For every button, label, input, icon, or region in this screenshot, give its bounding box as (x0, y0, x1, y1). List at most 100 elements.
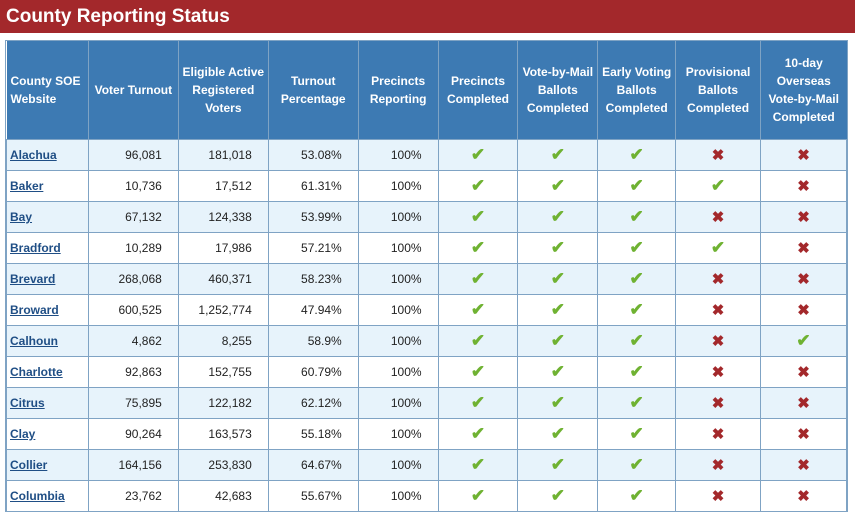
turnout-percentage-cell: 53.99% (267, 201, 359, 233)
checkmark-icon: ✔ (470, 393, 486, 412)
x-mark-icon: ✖ (711, 271, 725, 288)
precincts-completed-cell: ✔ (437, 387, 519, 419)
county-cell: Collier (6, 449, 89, 481)
checkmark-icon: ✔ (550, 269, 565, 288)
county-link[interactable]: Citrus (10, 396, 45, 410)
precincts-completed-cell: ✔ (437, 356, 519, 388)
county-status-table-container: County SOE Website Voter Turnout Eligibl… (5, 40, 848, 512)
eligible-voters-cell: 124,338 (177, 201, 269, 233)
precincts-reporting-cell: 100% (357, 294, 439, 326)
x-mark-icon: ✖ (711, 395, 725, 412)
table-row: Baker 10,736 17,512 61.31% 100% ✔ ✔ ✔ ✔ ✖ (6, 170, 847, 202)
precincts-completed-cell: ✔ (437, 201, 519, 233)
provisional-completed-cell: ✖ (675, 356, 761, 388)
vbm-completed-cell: ✔ (517, 263, 599, 295)
table-row: Calhoun 4,862 8,255 58.9% 100% ✔ ✔ ✔ ✖ ✔ (6, 325, 847, 357)
overseas-vbm-completed-cell: ✖ (760, 356, 847, 388)
checkmark-icon: ✔ (629, 393, 644, 412)
eligible-voters-cell: 460,371 (177, 263, 269, 295)
precincts-completed-cell: ✔ (437, 170, 519, 202)
early-voting-completed-cell: ✔ (597, 387, 677, 419)
turnout-percentage-cell: 53.08% (267, 139, 359, 171)
voter-turnout-cell: 92,863 (87, 356, 179, 388)
x-mark-icon: ✖ (797, 147, 810, 164)
county-status-table: County SOE Website Voter Turnout Eligibl… (6, 41, 847, 512)
table-row: Broward 600,525 1,252,774 47.94% 100% ✔ ✔ ✔ ✖ ✖ (6, 294, 847, 326)
county-cell: Columbia (6, 480, 89, 512)
x-mark-icon: ✖ (711, 426, 725, 443)
early-voting-completed-cell: ✔ (597, 449, 677, 481)
x-mark-icon: ✖ (797, 302, 810, 319)
overseas-vbm-completed-cell: ✖ (760, 387, 847, 419)
checkmark-icon: ✔ (550, 424, 565, 443)
county-link[interactable]: Broward (10, 303, 59, 317)
county-link[interactable]: Bay (10, 210, 33, 224)
x-mark-icon: ✖ (711, 488, 725, 505)
vbm-completed-cell: ✔ (517, 356, 599, 388)
county-link[interactable]: Alachua (10, 148, 57, 162)
table-header-row: County SOE Website Voter Turnout Eligibl… (6, 41, 847, 140)
county-cell: Charlotte (6, 356, 89, 388)
x-mark-icon: ✖ (797, 271, 810, 288)
county-link[interactable]: Collier (10, 458, 48, 472)
x-mark-icon: ✖ (711, 457, 725, 474)
county-link[interactable]: Bradford (10, 241, 61, 255)
county-cell: Calhoun (6, 325, 89, 357)
county-link[interactable]: Clay (10, 427, 36, 441)
provisional-completed-cell: ✔ (675, 232, 761, 264)
checkmark-icon: ✔ (470, 238, 486, 257)
checkmark-icon: ✔ (470, 424, 486, 443)
vbm-completed-cell: ✔ (517, 170, 599, 202)
eligible-voters-cell: 181,018 (177, 139, 269, 171)
table-row: Alachua 96,081 181,018 53.08% 100% ✔ ✔ ✔ ✖ ✖ (6, 139, 847, 171)
overseas-vbm-completed-cell: ✖ (760, 139, 847, 171)
checkmark-icon: ✔ (710, 176, 726, 195)
overseas-vbm-completed-cell: ✖ (760, 232, 847, 264)
county-cell: Baker (6, 170, 89, 202)
header-county: County SOE Website (6, 41, 89, 140)
precincts-reporting-cell: 100% (357, 325, 439, 357)
voter-turnout-cell: 96,081 (87, 139, 179, 171)
checkmark-icon: ✔ (550, 145, 565, 164)
overseas-vbm-completed-cell: ✔ (760, 325, 847, 357)
turnout-percentage-cell: 60.79% (267, 356, 359, 388)
provisional-completed-cell: ✖ (675, 449, 761, 481)
early-voting-completed-cell: ✔ (597, 263, 677, 295)
checkmark-icon: ✔ (470, 486, 486, 505)
precincts-reporting-cell: 100% (357, 356, 439, 388)
x-mark-icon: ✖ (711, 302, 725, 319)
header-turnout-percentage: Turnout Percentage (267, 41, 359, 140)
header-early-voting-completed: Early Voting Ballots Completed (597, 41, 676, 140)
checkmark-icon: ✔ (629, 269, 644, 288)
precincts-reporting-cell: 100% (357, 170, 439, 202)
overseas-vbm-completed-cell: ✖ (760, 263, 847, 295)
checkmark-icon: ✔ (629, 238, 644, 257)
precincts-completed-cell: ✔ (437, 449, 519, 481)
x-mark-icon: ✖ (711, 364, 725, 381)
checkmark-icon: ✔ (629, 207, 644, 226)
provisional-completed-cell: ✖ (675, 387, 761, 419)
county-link[interactable]: Charlotte (10, 365, 63, 379)
vbm-completed-cell: ✔ (517, 418, 599, 450)
vbm-completed-cell: ✔ (517, 449, 599, 481)
header-overseas-vbm-completed: 10-day Overseas Vote-by-Mail Completed (760, 41, 847, 140)
x-mark-icon: ✖ (797, 209, 810, 226)
voter-turnout-cell: 268,068 (87, 263, 179, 295)
turnout-percentage-cell: 61.31% (267, 170, 359, 202)
early-voting-completed-cell: ✔ (597, 170, 677, 202)
county-cell: Citrus (6, 387, 89, 419)
precincts-reporting-cell: 100% (357, 449, 439, 481)
precincts-completed-cell: ✔ (437, 480, 519, 512)
county-link[interactable]: Brevard (10, 272, 56, 286)
x-mark-icon: ✖ (711, 333, 725, 350)
precincts-reporting-cell: 100% (357, 232, 439, 264)
provisional-completed-cell: ✖ (675, 139, 761, 171)
checkmark-icon: ✔ (629, 486, 644, 505)
checkmark-icon: ✔ (550, 486, 565, 505)
county-link[interactable]: Calhoun (10, 334, 58, 348)
table-row: Clay 90,264 163,573 55.18% 100% ✔ ✔ ✔ ✖ ✖ (6, 418, 847, 450)
county-link[interactable]: Columbia (10, 489, 65, 503)
vbm-completed-cell: ✔ (517, 325, 599, 357)
early-voting-completed-cell: ✔ (597, 201, 677, 233)
county-link[interactable]: Baker (10, 179, 44, 193)
